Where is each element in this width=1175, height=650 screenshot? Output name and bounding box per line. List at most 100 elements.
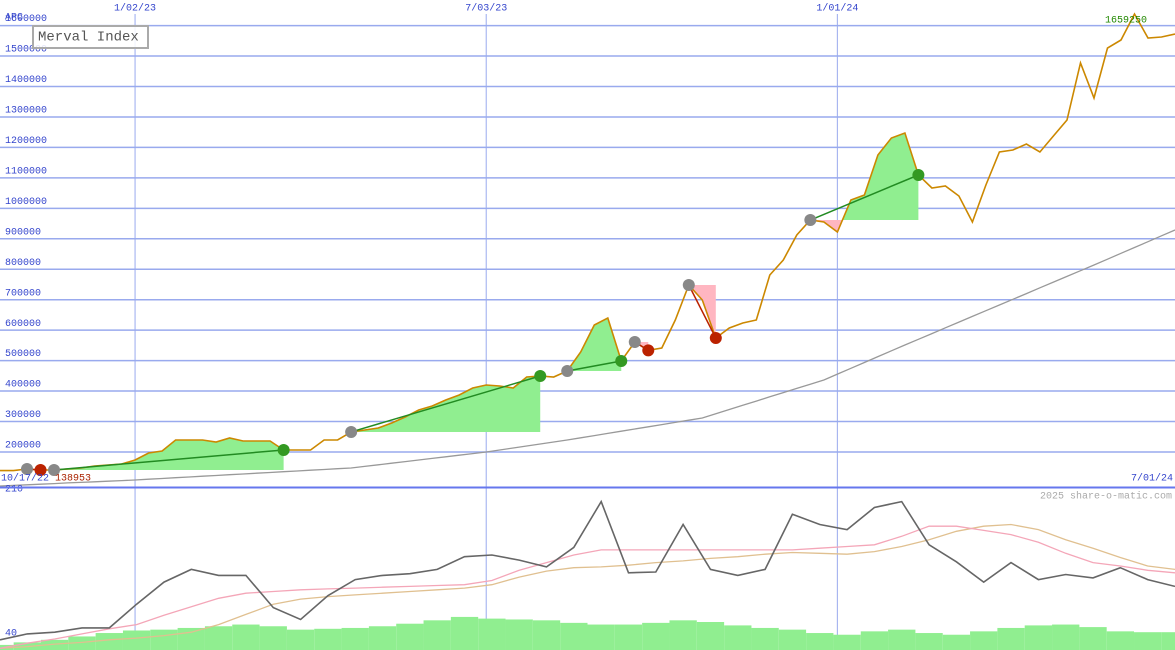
- volume-bar: [368, 626, 397, 650]
- gain-fill: [54, 437, 284, 470]
- volume-bar: [1024, 625, 1053, 650]
- loss-fill: [810, 220, 919, 233]
- exit-loss-dot: [709, 331, 722, 344]
- watermark: 2025 share-o-matic.com: [1040, 491, 1172, 503]
- volume-bar: [150, 629, 178, 650]
- y-tick-label: 300000: [5, 410, 41, 421]
- max-label: 1659250: [1105, 16, 1147, 27]
- volume-bar: [1134, 632, 1162, 650]
- volume-bar: [614, 624, 643, 650]
- volume-bar: [232, 624, 260, 650]
- volume-bar: [833, 634, 861, 650]
- chart-title: Merval Index: [38, 30, 139, 46]
- trade-line: [688, 284, 717, 339]
- volume-bar: [751, 627, 779, 650]
- volume-bar: [806, 633, 834, 650]
- volume-bar: [478, 618, 506, 650]
- gain-fill: [810, 133, 919, 221]
- grid-layer: [0, 14, 1175, 650]
- corner-label: APC: [5, 13, 23, 24]
- volume-bar: [669, 620, 697, 650]
- min-label: 138953: [55, 474, 91, 485]
- y-tick-label: 40: [5, 628, 17, 639]
- y-tick-label: 1200000: [5, 136, 47, 147]
- entry-dot: [21, 462, 34, 475]
- series-line: [0, 525, 1175, 649]
- dot-layer: [21, 169, 925, 476]
- y-tick-label: 500000: [5, 349, 41, 360]
- entry-dot: [804, 214, 817, 227]
- y-tick-label: 1000000: [5, 197, 47, 208]
- y-tick-label: 400000: [5, 380, 41, 391]
- volume-bar: [1052, 624, 1080, 650]
- y-tick-label: 1100000: [5, 167, 47, 178]
- volume-bar: [40, 639, 69, 650]
- volume-bar: [341, 627, 369, 650]
- volume-bar: [122, 630, 151, 650]
- y-tick-label: 1500000: [5, 45, 47, 56]
- volume-bar: [396, 623, 424, 650]
- volume-bar: [915, 633, 943, 650]
- x-tick-label: 1/02/23: [114, 3, 156, 15]
- x-tick-label: 7/03/23: [465, 3, 507, 15]
- volume-bar: [778, 629, 807, 650]
- series-line: [0, 523, 1175, 649]
- volume-bar: [1079, 627, 1107, 650]
- exit-gain-dot: [534, 369, 547, 382]
- exit-gain-dot: [912, 169, 925, 182]
- series-line: [0, 499, 1175, 641]
- exit-gain-dot: [277, 443, 290, 456]
- volume-bar: [587, 624, 615, 650]
- volume-bar: [177, 627, 205, 650]
- exit-gain-dot: [615, 354, 628, 367]
- loss-fill: [688, 284, 716, 338]
- volume-bar: [95, 633, 123, 650]
- entry-dot: [682, 278, 695, 291]
- trade-line: [810, 174, 919, 221]
- y-tick-label: 600000: [5, 319, 41, 330]
- entry-dot: [345, 425, 358, 438]
- volume-bar: [204, 626, 233, 650]
- volume-bar: [888, 629, 916, 650]
- volume-bar: [1161, 632, 1175, 650]
- text-layer: 200000 300000 400000 500000 600000 700000 8000…: [1, 3, 1173, 640]
- volume-bar: [860, 631, 889, 650]
- trade-line: [567, 360, 622, 372]
- y-tick-label: 800000: [5, 258, 41, 269]
- trade-line: [53, 449, 284, 471]
- title-box: [32, 25, 149, 49]
- exit-loss-dot: [642, 344, 655, 357]
- entry-dot: [561, 364, 574, 377]
- entry-dot: [48, 463, 61, 476]
- volume-bar: [724, 625, 752, 650]
- x-tick-label: 1/01/24: [816, 3, 858, 15]
- volume-bar: [314, 628, 342, 650]
- volume-bar: [259, 626, 287, 650]
- y-tick-label: 1400000: [5, 75, 47, 86]
- y-tick-label: 700000: [5, 288, 41, 299]
- volume-bar: [286, 629, 315, 650]
- series-line: [0, 229, 1175, 487]
- y-tick-label: 200000: [5, 441, 41, 452]
- y-tick-label: 900000: [5, 227, 41, 238]
- volume-bar: [696, 622, 725, 650]
- gain-fill: [567, 317, 622, 371]
- volume-bar: [505, 619, 533, 650]
- exit-loss-dot: [34, 463, 47, 476]
- y-tick-label: 1600000: [5, 14, 47, 25]
- y-tick-label: 210: [5, 484, 23, 495]
- y-tick-label: 1300000: [5, 106, 47, 117]
- volume-bar: [997, 627, 1025, 650]
- volume-bar: [970, 631, 998, 650]
- series-line: [0, 12, 1175, 472]
- end-date-label: 7/01/24: [1131, 473, 1173, 485]
- volume-bar: [1106, 631, 1135, 650]
- volume-bar: [560, 622, 588, 650]
- volume-bar: [532, 620, 561, 650]
- volume-bar: [450, 616, 479, 650]
- volume-bar: [423, 620, 451, 650]
- volume-bar: [642, 622, 670, 650]
